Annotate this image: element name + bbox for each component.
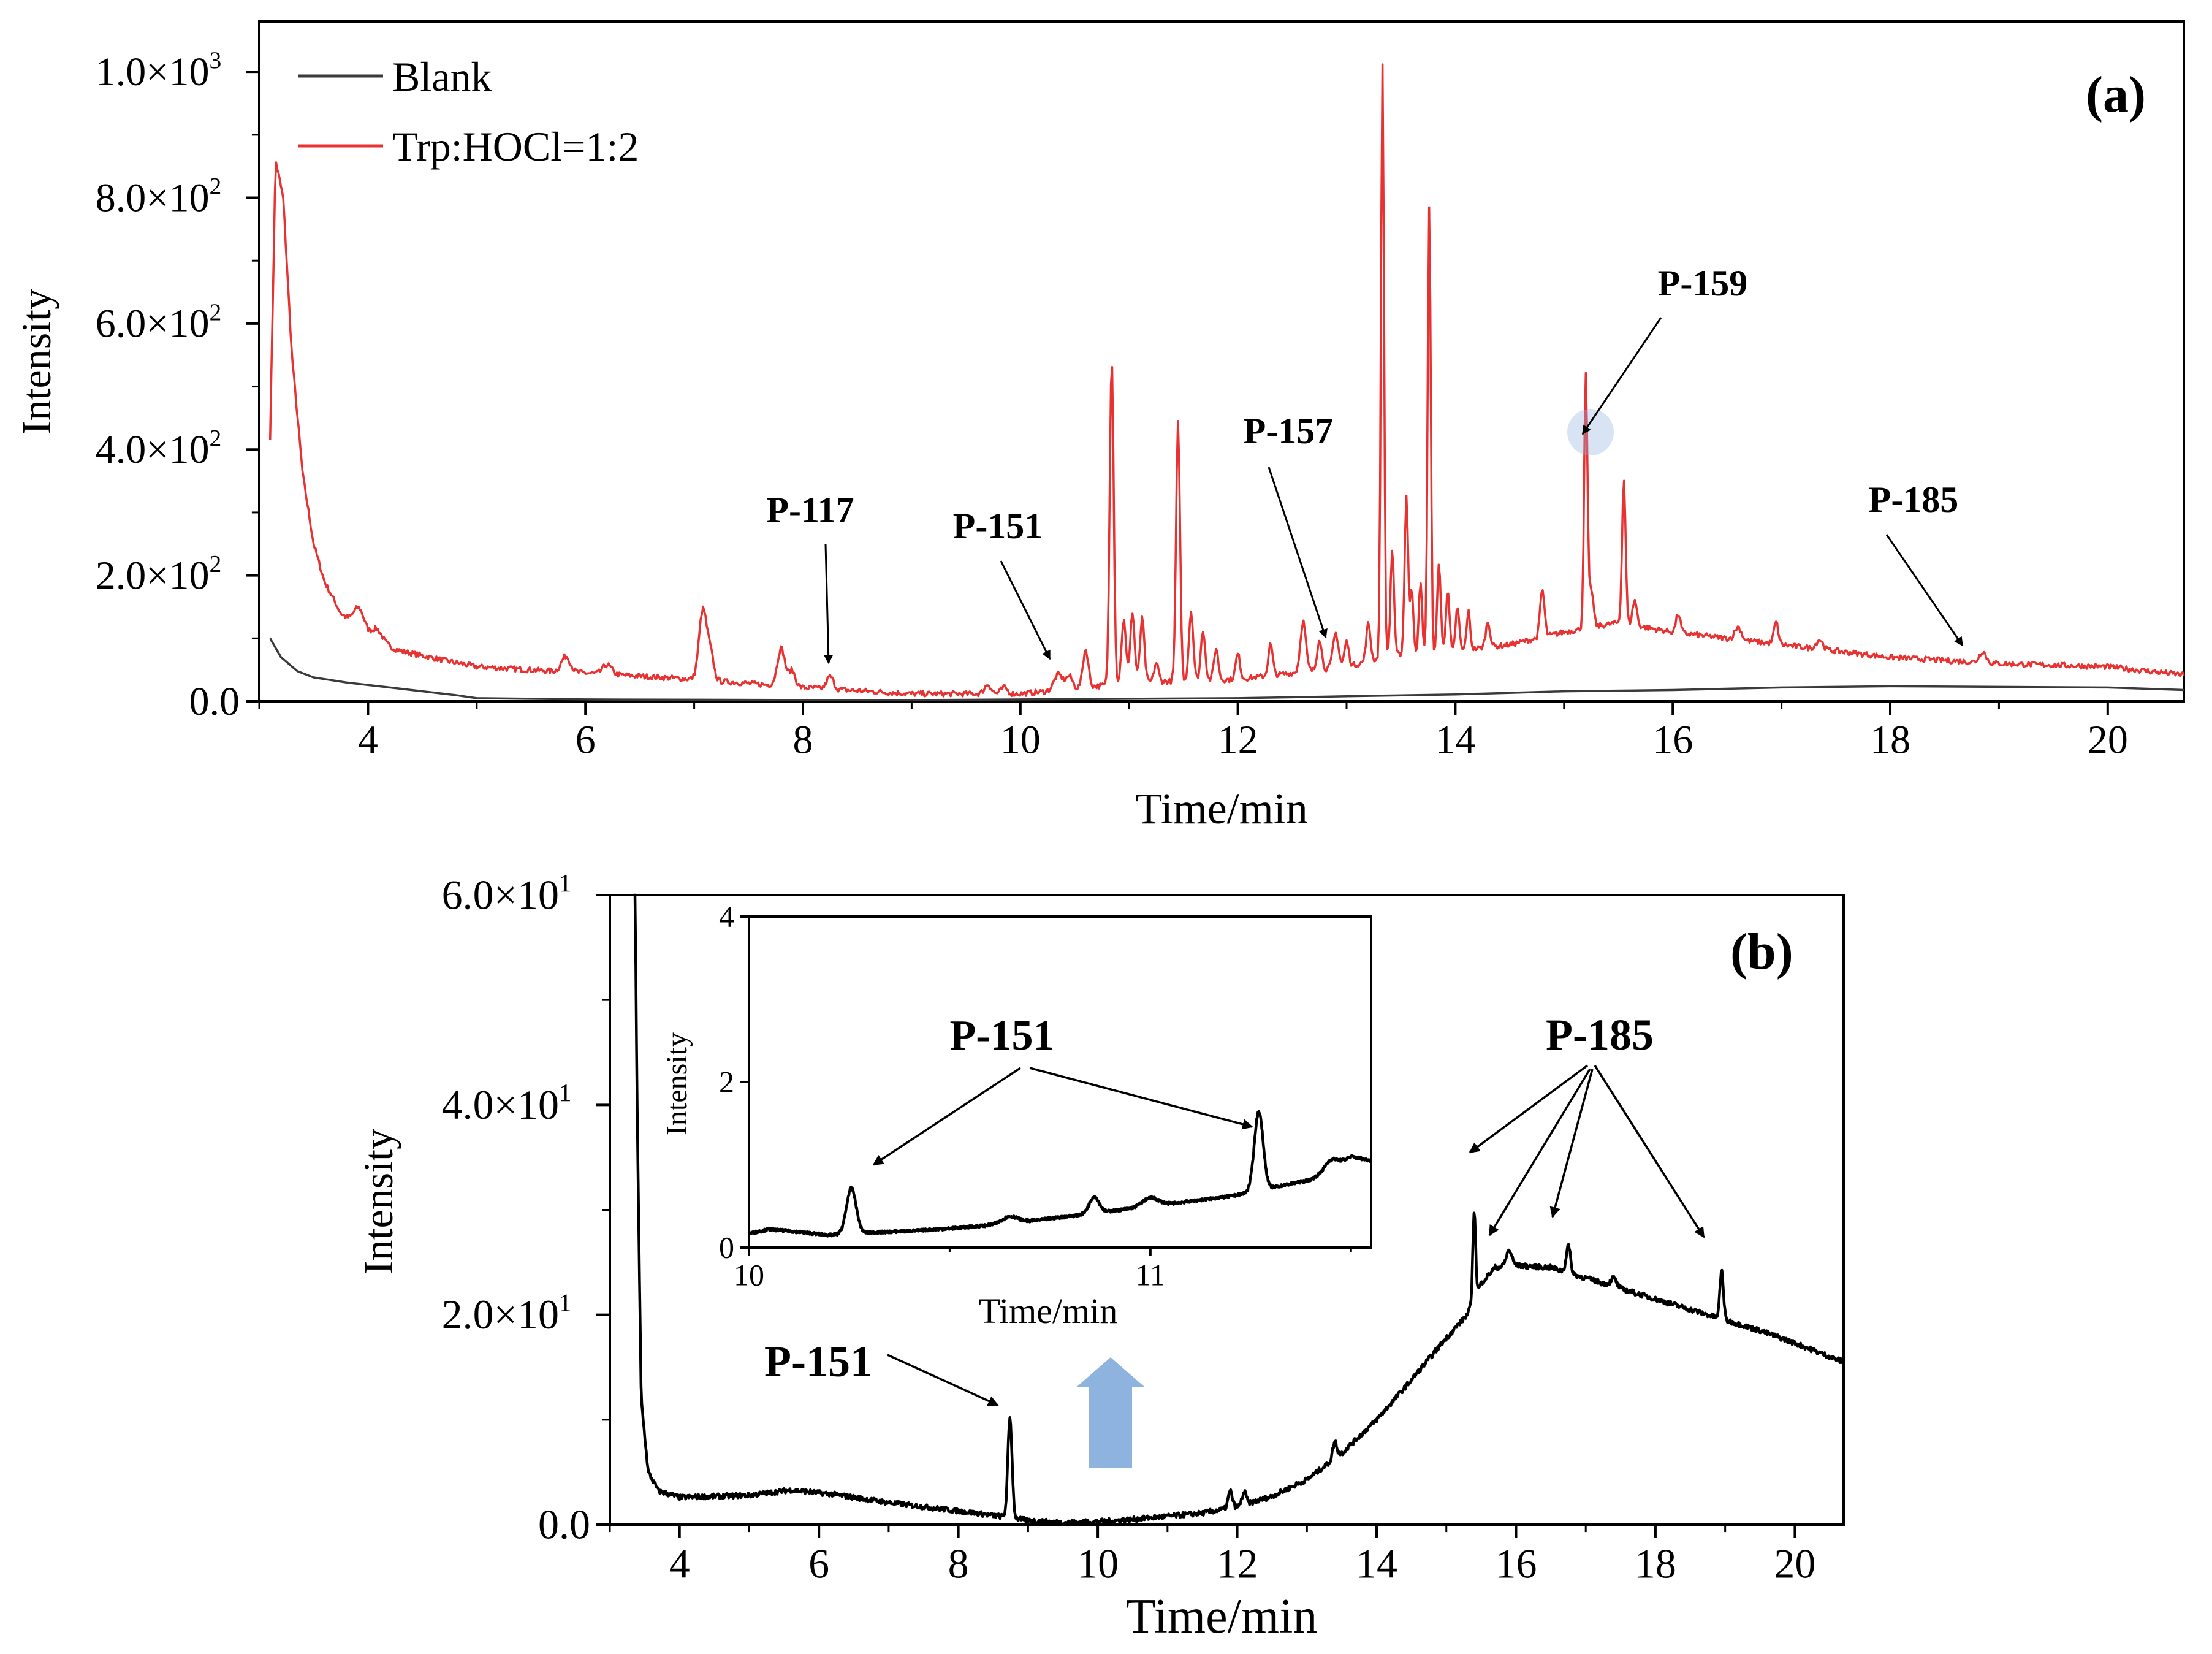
plot-frame-a: [258, 20, 2185, 703]
annotation-p117: P-117: [766, 490, 854, 530]
annotation-p185-b: P-185: [1546, 1010, 1654, 1059]
annotation-p157: P-157: [1244, 411, 1334, 451]
legend-label-trp: Trp:HOCl=1:2: [392, 123, 639, 170]
arrow-highlight-p159: [1567, 409, 1614, 455]
a-xtick-label: 20: [2088, 718, 2128, 763]
panel-label-b: (b): [1730, 923, 1793, 980]
a-xtick-label: 4: [358, 718, 378, 763]
inset-y-axis: 0 2 4: [719, 899, 749, 1265]
a-series-0: [269, 638, 2184, 701]
a-ytick-label: 2.0×102: [96, 551, 222, 598]
b-xtick-label: 4: [669, 1541, 690, 1587]
annotation-arrow-p151-inset-2: [1029, 1067, 1253, 1130]
b-xtick-label: 6: [808, 1541, 829, 1587]
annotation-p151-inset: P-151: [949, 1012, 1054, 1059]
inset-x-axis: 10 11: [734, 1248, 1352, 1292]
b-xtick-label: 14: [1356, 1541, 1397, 1587]
annotation-arrow-p117: [824, 544, 834, 665]
b-xtick-label: 16: [1495, 1541, 1537, 1587]
annotation-arrow-p159: [1581, 317, 1662, 435]
a-xtick-label: 6: [576, 718, 596, 763]
inset-background: [749, 917, 1371, 1248]
annotation-p185-a: P-185: [1869, 479, 1959, 520]
inset-ytick-label: 0: [719, 1230, 734, 1265]
panel-a: 0.0 2.0×102 4.0×102 6.0×102 8.0×102 1.0×103 4…: [13, 20, 2185, 833]
b-ytick-label: 0.0: [538, 1501, 590, 1547]
annotation-p159: P-159: [1658, 263, 1748, 303]
x-axis-label-b: Time/min: [1126, 1590, 1318, 1644]
a-ytick-label: 6.0×102: [96, 299, 222, 346]
y-axis-a: 0.0 2.0×102 4.0×102 6.0×102 8.0×102 1.0×103: [96, 47, 259, 724]
a-series-1: [268, 63, 2185, 698]
b-xtick-label: 20: [1774, 1541, 1815, 1587]
inset-ytick-label: 2: [719, 1065, 734, 1099]
series-group-b: [633, 893, 1845, 1526]
b-ytick-label: 6.0×101: [442, 869, 572, 918]
a-ytick-label: 8.0×102: [96, 173, 222, 221]
b-xtick-label: 12: [1217, 1541, 1258, 1587]
annotation-p151-a: P-151: [953, 506, 1043, 546]
annotation-arrow-p185-b-4: [1594, 1065, 1705, 1238]
a-xtick-label: 18: [1870, 718, 1910, 763]
annotation-arrow-p185-a: [1885, 534, 1964, 647]
blue-up-arrow: [1077, 1357, 1144, 1468]
annotation-arrow-p151-inset-1: [872, 1067, 1021, 1166]
b-xtick-label: 18: [1635, 1541, 1676, 1587]
legend-label-blank: Blank: [392, 53, 492, 100]
a-ytick-label: 1.0×103: [96, 47, 222, 94]
x-axis-a: 4 6 8 10 12 14 16 18 20: [258, 701, 2128, 763]
annotation-arrow-p185-b-3: [1549, 1069, 1594, 1218]
y-axis-label-a: Intensity: [13, 289, 59, 435]
inset: 0 2 4 10 11 Intensity Time/min P-151: [661, 899, 1372, 1331]
a-xtick-label: 8: [793, 718, 813, 763]
inset-y-axis-label: Intensity: [661, 1032, 693, 1135]
annotation-arrow-p151-b: [887, 1354, 999, 1406]
b-ytick-label: 4.0×101: [442, 1079, 572, 1128]
b-xtick-label: 10: [1077, 1541, 1119, 1587]
inset-series-group: [748, 1110, 1372, 1238]
annotation-arrow-p185-b-1: [1469, 1064, 1589, 1154]
y-axis-b: 0.0 2.0×101 4.0×101 6.0×101: [442, 869, 610, 1547]
a-ytick-label: 4.0×102: [96, 424, 222, 472]
series-group-a: [268, 63, 2185, 701]
b-series-0: [633, 893, 1845, 1526]
x-axis-label-a: Time/min: [1135, 784, 1307, 833]
inset-x-axis-label: Time/min: [979, 1291, 1118, 1331]
inset-ytick-label: 4: [719, 899, 734, 934]
b-xtick-label: 8: [948, 1541, 969, 1587]
inset-series-0: [748, 1110, 1372, 1238]
a-xtick-label: 12: [1218, 718, 1258, 763]
x-axis-b: 4 6 8 10 12 14 16 18 20: [609, 1525, 1815, 1587]
inset-xtick-label: 11: [1136, 1258, 1165, 1292]
legend-a: Blank Trp:HOCl=1:2: [298, 53, 639, 170]
a-xtick-label: 10: [1000, 718, 1041, 763]
annotation-arrow-p151-a: [1000, 560, 1051, 660]
a-xtick-label: 16: [1652, 718, 1693, 763]
a-xtick-label: 14: [1435, 718, 1475, 763]
annotation-arrow-p185-b-2: [1488, 1069, 1591, 1237]
panel-label-a: (a): [2086, 66, 2146, 123]
inset-xtick-label: 10: [734, 1258, 764, 1292]
annotation-p151-b: P-151: [764, 1337, 872, 1386]
a-ytick-label: 0.0: [189, 679, 240, 724]
b-ytick-label: 2.0×101: [442, 1289, 572, 1338]
y-axis-label-b: Intensity: [355, 1129, 401, 1275]
annotation-arrow-p157: [1268, 467, 1328, 639]
